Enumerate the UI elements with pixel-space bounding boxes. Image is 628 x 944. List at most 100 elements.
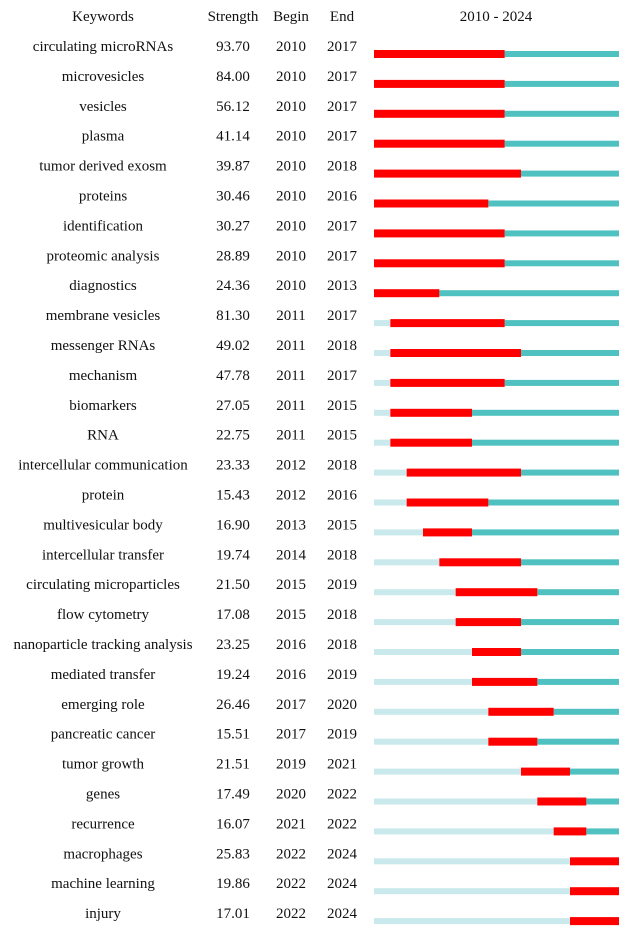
post-burst-segment — [537, 678, 619, 685]
strength-value: 27.05 — [216, 398, 250, 414]
burst-row: intercellular communication 23.33 2012 2018 — [18, 458, 619, 477]
begin-year: 2010 — [276, 39, 306, 55]
burst-bar — [374, 289, 440, 298]
strength-value: 15.51 — [216, 727, 250, 743]
burst-bar — [423, 528, 472, 537]
begin-year: 2016 — [276, 637, 307, 653]
burst-bar — [439, 558, 521, 567]
burst-bar — [488, 707, 554, 716]
begin-year: 2011 — [276, 398, 305, 414]
begin-year: 2015 — [276, 577, 306, 593]
begin-year: 2010 — [276, 69, 306, 85]
end-year: 2019 — [327, 727, 357, 743]
strength-value: 93.70 — [216, 39, 250, 55]
strength-value: 39.87 — [216, 159, 250, 175]
pre-burst-segment — [374, 858, 570, 865]
end-year: 2017 — [327, 69, 358, 85]
begin-year: 2017 — [276, 697, 307, 713]
burst-row: intercellular transfer 19.74 2014 2018 — [42, 547, 619, 567]
burst-bar — [374, 109, 505, 118]
keyword-label: injury — [85, 906, 121, 922]
burst-bar — [374, 229, 505, 238]
post-burst-segment — [488, 200, 619, 207]
begin-year: 2015 — [276, 607, 306, 623]
end-year: 2018 — [327, 607, 357, 623]
begin-year: 2010 — [276, 99, 306, 115]
burst-bar — [488, 737, 538, 746]
end-year: 2015 — [327, 517, 357, 533]
keyword-label: microvesicles — [62, 69, 145, 85]
end-year: 2019 — [327, 667, 357, 683]
burst-row: circulating microparticles 21.50 2015 2019 — [26, 577, 619, 597]
end-year: 2024 — [327, 876, 358, 892]
strength-value: 23.33 — [216, 458, 250, 474]
strength-value: 84.00 — [216, 69, 250, 85]
end-year: 2013 — [327, 278, 357, 294]
burst-bar — [570, 917, 619, 926]
strength-value: 15.43 — [216, 488, 250, 504]
strength-value: 16.90 — [216, 517, 250, 533]
begin-year: 2011 — [276, 368, 305, 384]
keyword-label: macrophages — [63, 846, 142, 862]
begin-year: 2013 — [276, 517, 306, 533]
burst-row: mechanism 47.78 2011 2017 — [69, 368, 619, 387]
burst-row: tumor growth 21.51 2019 2021 — [62, 757, 619, 776]
burst-row: flow cytometry 17.08 2015 2018 — [57, 607, 619, 627]
strength-value: 28.89 — [216, 248, 250, 264]
post-burst-segment — [570, 768, 619, 775]
begin-year: 2022 — [276, 906, 306, 922]
post-burst-segment — [488, 499, 619, 506]
burst-row: injury 17.01 2022 2024 — [85, 906, 619, 926]
end-year: 2024 — [327, 846, 358, 862]
pre-burst-segment — [374, 828, 554, 835]
strength-value: 30.46 — [216, 189, 250, 205]
keyword-label: nanoparticle tracking analysis — [13, 637, 192, 653]
header-timeline: 2010 - 2024 — [460, 9, 533, 25]
begin-year: 2011 — [276, 428, 305, 444]
burst-row: RNA 22.75 2011 2015 — [87, 428, 619, 447]
burst-row: recurrence 16.07 2021 2022 — [71, 816, 619, 836]
strength-value: 17.08 — [216, 607, 250, 623]
keyword-label: protein — [82, 488, 125, 504]
pre-burst-segment — [374, 559, 440, 566]
burst-row: diagnostics 24.36 2010 2013 — [69, 278, 619, 298]
end-year: 2021 — [327, 757, 357, 773]
burst-row: pancreatic cancer 15.51 2017 2019 — [51, 727, 619, 746]
burst-bar — [521, 767, 570, 776]
pre-burst-segment — [374, 619, 456, 626]
pre-burst-segment — [374, 350, 391, 356]
burst-bar — [472, 648, 521, 656]
post-burst-segment — [521, 170, 619, 177]
keyword-label: multivesicular body — [43, 517, 163, 533]
strength-value: 19.24 — [216, 667, 250, 683]
end-year: 2020 — [327, 697, 357, 713]
burst-row: messenger RNAs 49.02 2011 2018 — [51, 338, 619, 357]
strength-value: 24.36 — [216, 278, 250, 294]
begin-year: 2010 — [276, 129, 306, 145]
header-strength: Strength — [208, 9, 259, 25]
post-burst-segment — [586, 798, 619, 805]
begin-year: 2010 — [276, 218, 306, 234]
strength-value: 17.01 — [216, 906, 250, 922]
burst-row: multivesicular body 16.90 2013 2015 — [43, 517, 619, 537]
begin-year: 2017 — [276, 727, 307, 743]
post-burst-segment — [472, 409, 619, 416]
keyword-label: vesicles — [79, 99, 127, 115]
burst-row: proteins 30.46 2010 2016 — [79, 189, 619, 208]
post-burst-segment — [553, 708, 619, 715]
begin-year: 2012 — [276, 458, 306, 474]
post-burst-segment — [586, 828, 619, 835]
begin-year: 2011 — [276, 338, 305, 354]
keyword-label: genes — [86, 787, 120, 803]
header-keywords: Keywords — [72, 9, 134, 25]
burst-bar — [455, 618, 521, 627]
end-year: 2018 — [327, 159, 357, 175]
begin-year: 2012 — [276, 488, 306, 504]
keyword-label: pancreatic cancer — [51, 727, 156, 743]
post-burst-segment — [521, 469, 619, 476]
header-end: End — [330, 9, 355, 25]
keyword-label: recurrence — [71, 816, 135, 832]
strength-value: 17.49 — [216, 787, 250, 803]
keyword-label: biomarkers — [69, 398, 137, 414]
